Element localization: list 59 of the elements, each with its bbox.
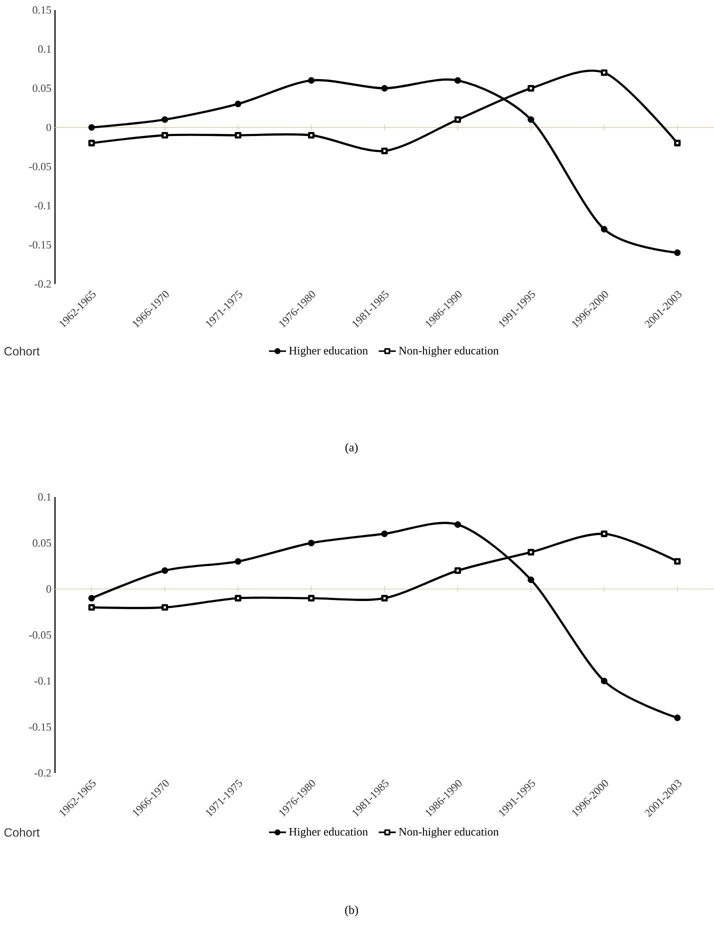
point <box>88 604 95 611</box>
point <box>600 226 608 232</box>
point <box>308 77 315 84</box>
point <box>454 77 461 84</box>
point <box>600 678 608 684</box>
x-axis-title: Cohort <box>4 828 40 837</box>
point <box>234 100 242 108</box>
y-tick-label: -0.15 <box>29 241 52 249</box>
y-tick-label: -0.15 <box>29 723 52 731</box>
point <box>88 124 95 131</box>
point <box>88 594 95 602</box>
y-tick-label: -0.05 <box>29 162 52 170</box>
point <box>528 116 534 123</box>
point <box>600 530 608 538</box>
point <box>454 116 461 123</box>
point <box>600 69 608 76</box>
y-tick-label: -0.05 <box>29 631 52 639</box>
y-tick-label: 0 <box>46 585 52 593</box>
point <box>381 84 388 92</box>
point <box>162 116 168 123</box>
point <box>162 132 168 139</box>
point <box>308 594 315 602</box>
text: (a) <box>345 442 358 454</box>
y-tick-label: 0.1 <box>38 493 51 501</box>
point <box>528 576 534 584</box>
y-tick-label: -0.1 <box>34 202 51 210</box>
point <box>674 249 681 256</box>
text: (b) <box>345 906 358 916</box>
legend-label: Non-higher education <box>398 828 499 838</box>
y-tick-label: 0.05 <box>32 84 52 92</box>
point <box>674 714 681 722</box>
legend-label: Non-higher education <box>398 346 499 357</box>
point <box>381 530 388 538</box>
point <box>454 521 461 528</box>
y-tick-label: 0.05 <box>32 539 52 547</box>
point <box>234 132 242 139</box>
point <box>528 548 534 556</box>
point <box>308 132 315 139</box>
y-tick-label: -0.1 <box>34 677 51 685</box>
point <box>88 140 95 146</box>
point <box>528 84 534 92</box>
legend-label: Higher education <box>289 346 368 357</box>
point <box>674 558 681 565</box>
point <box>162 567 168 574</box>
y-tick-label: 0.1 <box>38 45 51 53</box>
point <box>674 140 681 146</box>
y-tick-label: 0 <box>46 124 52 132</box>
point <box>381 594 388 602</box>
y-tick-label: 0.15 <box>32 6 52 14</box>
point <box>234 558 242 565</box>
point <box>454 567 461 574</box>
point <box>308 540 315 546</box>
y-tick-label: -0.2 <box>34 769 51 777</box>
legend-label: Higher education <box>289 828 368 838</box>
point <box>234 594 242 602</box>
y-tick-label: -0.2 <box>34 280 51 288</box>
point <box>381 148 388 154</box>
x-axis-title: Cohort <box>4 346 40 356</box>
point <box>162 604 168 611</box>
